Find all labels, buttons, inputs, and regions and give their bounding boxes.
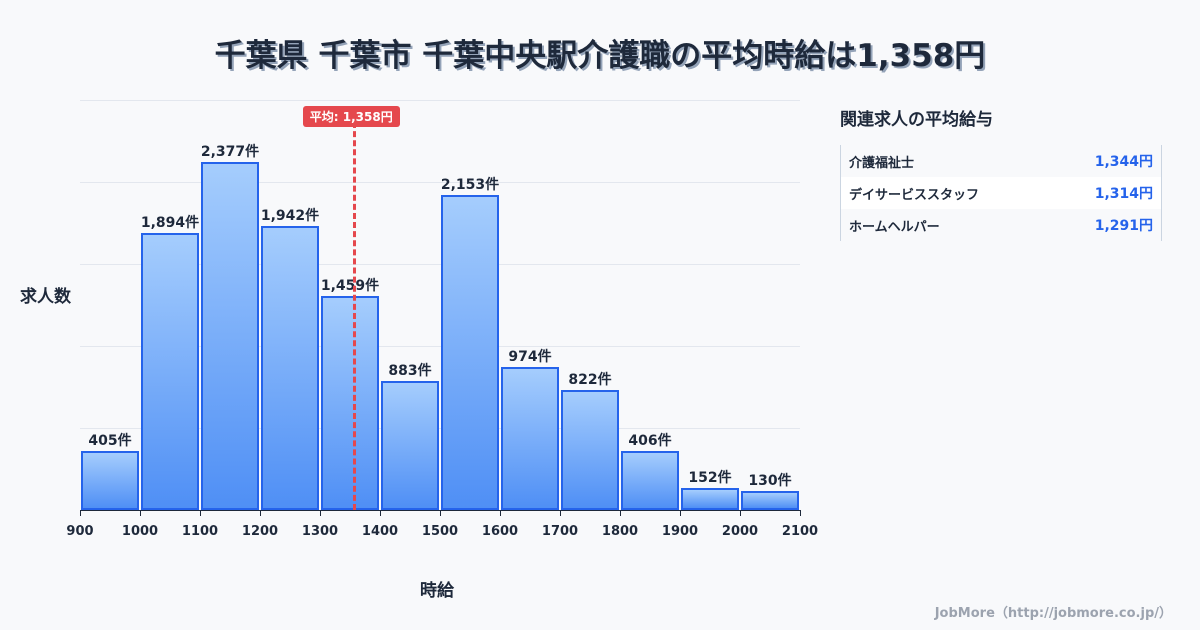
x-tick-label: 1800 <box>601 524 639 539</box>
x-tick <box>800 510 801 516</box>
x-tick-label: 1900 <box>661 524 699 539</box>
x-tick <box>380 510 381 516</box>
bar-value-label: 1,894件 <box>140 214 200 231</box>
x-tick-label: 1300 <box>301 524 339 539</box>
gridline <box>80 346 800 347</box>
gridline <box>80 100 800 101</box>
histogram-bar <box>321 296 379 510</box>
x-tick-label: 1400 <box>361 524 399 539</box>
related-salary-row: ホームヘルパー 1,291円 <box>841 209 1161 241</box>
job-salary: 1,291円 <box>1094 218 1153 234</box>
histogram-bar <box>741 490 799 510</box>
histogram-bar <box>501 367 559 510</box>
page-title: 千葉県 千葉市 千葉中央駅介護職の平均時給は1,358円 <box>214 38 986 74</box>
x-tick <box>680 510 681 516</box>
job-salary: 1,344円 <box>1094 154 1153 170</box>
bar-value-label: 2,377件 <box>200 143 260 160</box>
job-name: ホームヘルパー <box>849 219 940 235</box>
x-tick <box>500 510 501 516</box>
histogram-plot: 405件 1,894件 2,377件 1,942件 1,459件 883件 2,153件 97… <box>80 100 800 510</box>
job-name: デイサービススタッフ <box>849 187 980 203</box>
x-tick <box>440 510 441 516</box>
x-tick-label: 2100 <box>781 524 819 539</box>
bar-value-label: 1,459件 <box>320 278 380 295</box>
x-tick <box>80 510 81 516</box>
x-axis-label: 時給 <box>420 581 454 601</box>
histogram-bar <box>141 232 199 510</box>
bar-value-label: 405件 <box>88 432 132 449</box>
bar-value-label: 1,942件 <box>260 207 320 224</box>
gridline <box>80 182 800 183</box>
x-tick-label: 1000 <box>121 524 159 539</box>
related-salary-row: デイサービススタッフ 1,314円 <box>841 177 1161 209</box>
gridline <box>80 428 800 429</box>
bar-value-label: 152件 <box>688 469 732 486</box>
x-tick-label: 1700 <box>541 524 579 539</box>
x-tick <box>740 510 741 516</box>
x-tick-label: 1600 <box>481 524 519 539</box>
average-line <box>353 122 357 510</box>
bar-value-label: 822件 <box>568 371 612 388</box>
histogram-bar <box>201 161 259 510</box>
bar-value-label: 406件 <box>628 432 672 449</box>
job-name: 介護福祉士 <box>849 155 915 171</box>
related-salary-row: 介護福祉士 1,344円 <box>841 145 1161 177</box>
related-salary-title: 関連求人の平均給与 <box>840 110 993 130</box>
x-tick <box>200 510 201 516</box>
y-axis-label: 求人数 <box>20 287 71 307</box>
related-salary-list: 介護福祉士 1,344円 デイサービススタッフ 1,314円 ホームヘルパー 1… <box>840 145 1162 241</box>
bar-value-label: 130件 <box>748 472 792 489</box>
job-salary: 1,314円 <box>1094 186 1153 202</box>
x-tick-label: 1200 <box>241 524 279 539</box>
x-tick-label: 900 <box>66 524 94 539</box>
bar-value-label: 2,153件 <box>440 176 500 193</box>
bar-value-label: 974件 <box>508 349 552 366</box>
histogram-bar <box>81 450 139 510</box>
x-tick <box>140 510 141 516</box>
histogram-bar <box>441 194 499 510</box>
gridline <box>80 264 800 265</box>
source-credit: JobMore（http://jobmore.co.jp/） <box>934 606 1172 621</box>
histogram-bar <box>381 380 439 510</box>
x-tick <box>260 510 261 516</box>
x-tick-label: 1100 <box>181 524 219 539</box>
average-badge: 平均: 1,358円 <box>302 106 400 127</box>
histogram-bar <box>621 450 679 510</box>
x-tick-label: 2000 <box>721 524 759 539</box>
bar-value-label: 883件 <box>388 362 432 379</box>
histogram-bar <box>261 225 319 510</box>
x-tick <box>560 510 561 516</box>
x-tick-label: 1500 <box>421 524 459 539</box>
x-tick <box>320 510 321 516</box>
histogram-bar <box>561 389 619 510</box>
histogram-bar <box>681 487 739 510</box>
x-tick <box>620 510 621 516</box>
